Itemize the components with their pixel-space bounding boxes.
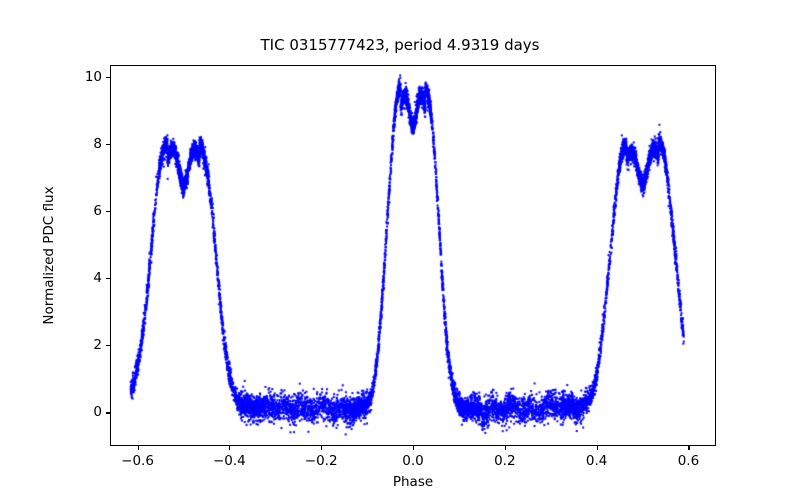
y-axis-label: Normalized PDC flux xyxy=(41,186,57,325)
y-axis-tick-label: 10 xyxy=(84,68,102,85)
y-axis-tick-label: 2 xyxy=(93,337,102,354)
x-axis-tick-label: −0.4 xyxy=(212,453,246,469)
x-axis-tick-mark xyxy=(413,446,415,450)
x-axis-tick-mark xyxy=(229,446,231,450)
y-axis-tick-mark xyxy=(106,211,110,213)
x-axis-tick-mark xyxy=(596,446,598,450)
y-axis-tick-mark xyxy=(106,412,110,414)
y-axis-tick-mark xyxy=(106,143,110,145)
y-axis-tick-mark xyxy=(106,76,110,78)
x-axis-tick-label: 0.6 xyxy=(677,453,700,469)
y-axis-tick-label: 4 xyxy=(93,270,102,287)
x-axis-tick-mark xyxy=(504,446,506,450)
light-curve-scatter-plot xyxy=(110,65,716,446)
page-title: TIC 0315777423, period 4.9319 days xyxy=(260,36,540,54)
y-axis-tick-mark xyxy=(106,345,110,347)
y-axis-tick-label: 8 xyxy=(93,135,102,152)
y-axis-tick-label: 0 xyxy=(93,404,102,421)
x-axis-label: Phase xyxy=(392,474,434,490)
x-axis-tick-label: 0.2 xyxy=(494,453,516,469)
x-axis-tick-label: 0.4 xyxy=(585,453,608,469)
y-axis-tick-mark xyxy=(106,278,110,280)
x-axis-tick-label: −0.6 xyxy=(121,453,154,469)
x-axis-tick-label: 0.0 xyxy=(402,453,424,469)
x-axis-tick-mark xyxy=(688,446,690,450)
x-axis-tick-mark xyxy=(137,446,139,450)
x-axis-tick-label: −0.2 xyxy=(304,453,338,469)
x-axis-tick-mark xyxy=(321,446,323,450)
y-axis-tick-label: 6 xyxy=(93,203,102,220)
